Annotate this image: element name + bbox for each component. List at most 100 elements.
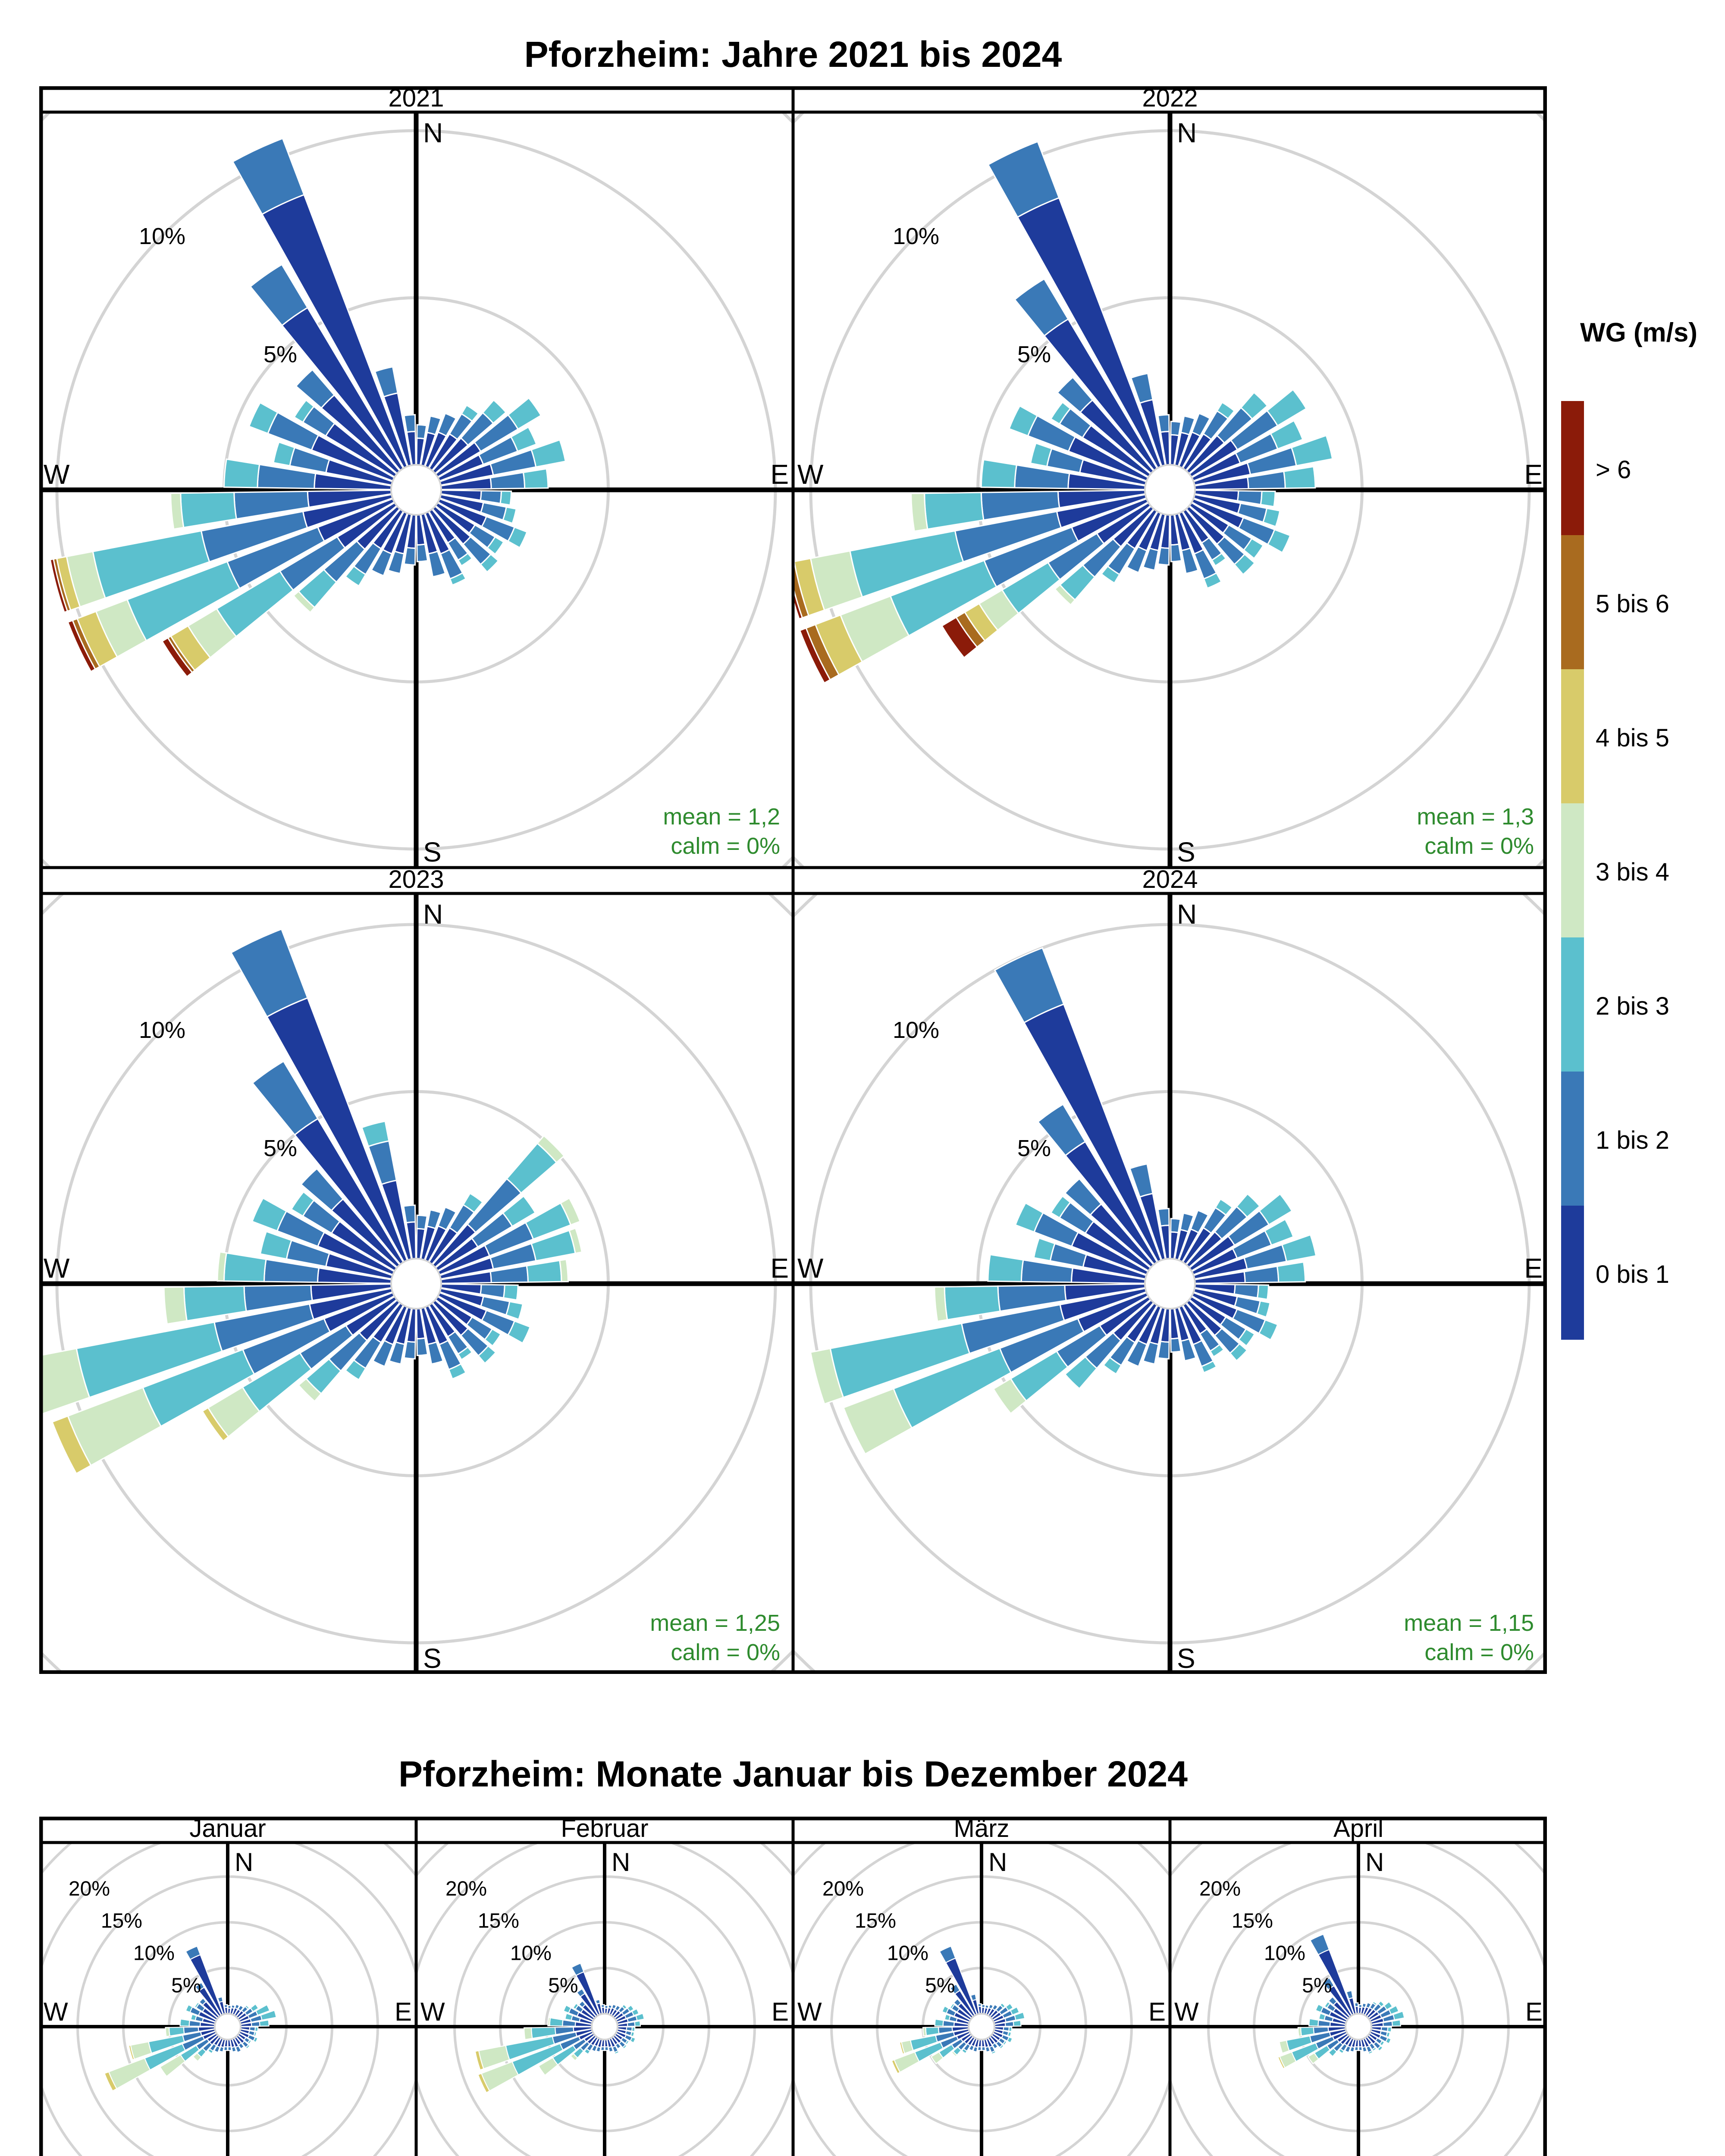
ring-label-5: 5% [548, 1974, 578, 1997]
ring-label-5: 5% [1017, 342, 1051, 367]
petal-segment [185, 1945, 201, 1960]
strip-label-April: April [1333, 1817, 1383, 1843]
petal-segment [361, 1120, 390, 1147]
petal-segment [1240, 392, 1268, 420]
petal-segment [621, 2003, 628, 2010]
petal-segment [949, 2002, 955, 2010]
petal-segment [457, 552, 473, 567]
petal-segment [427, 1341, 444, 1365]
petal-segment [416, 424, 427, 440]
petal-segment [201, 1407, 229, 1442]
petal-segment [387, 550, 405, 574]
legend-swatch-6 [1561, 401, 1584, 535]
petal-segment [622, 2044, 628, 2050]
petal-segment [994, 947, 1065, 1024]
strip-label-2023: 2023 [388, 865, 444, 893]
compass-north: N [423, 899, 443, 930]
petal-segment [194, 2001, 200, 2009]
petal-segment [1367, 2050, 1374, 2055]
legend-label-6: > 6 [1596, 455, 1631, 484]
petal-segment [1377, 2000, 1385, 2008]
petal-segment [1170, 1337, 1182, 1353]
petal-segment [248, 401, 279, 435]
petal-segment [1002, 2040, 1007, 2046]
petal-segment [300, 1168, 344, 1212]
legend-label-3bis4: 3 bis 4 [1596, 858, 1669, 886]
petal-segment [1233, 553, 1256, 576]
petal-segment [437, 1206, 457, 1231]
petal-segment [237, 2005, 244, 2012]
petal-segment [1380, 2026, 1389, 2032]
petal-segment [292, 590, 316, 614]
petal-segment [480, 553, 499, 573]
petal-segment [572, 2002, 579, 2010]
petal-segment [510, 426, 537, 452]
petal-segment [1029, 442, 1053, 467]
petal-segment [1276, 1261, 1306, 1283]
petal-segment [595, 1999, 601, 2005]
panel-border [1168, 1841, 1547, 2156]
mean-annotation: mean = 1,25 [650, 1610, 780, 1636]
petal-segment [1013, 2020, 1022, 2027]
legend-swatch-3bis4 [1561, 803, 1584, 937]
petal-segment [230, 928, 309, 1018]
petal-segment [1267, 529, 1291, 554]
windrose-2021 [39, 112, 793, 868]
petal-segment [249, 2026, 256, 2032]
petal-segment [448, 1363, 467, 1380]
petal-segment [255, 2004, 270, 2016]
petal-segment [416, 543, 429, 563]
petal-segment [626, 2026, 633, 2032]
petal-segment [1180, 415, 1196, 436]
compass-west: W [44, 1253, 70, 1284]
petal-segment [1056, 376, 1094, 414]
windrose-2022 [793, 112, 1547, 868]
compass-east: E [1524, 1253, 1543, 1284]
petal-segment [1371, 2046, 1377, 2052]
petal-segment [578, 2000, 586, 2009]
compass-south: S [1177, 1643, 1195, 1674]
petal-segment [1322, 1977, 1335, 1990]
petal-segment [1214, 1198, 1233, 1216]
petal-segment [1300, 2027, 1315, 2037]
ring-label-20: 20% [69, 1877, 110, 1900]
strip-label-2021: 2021 [388, 86, 444, 112]
ring-label-10: 10% [133, 1942, 175, 1965]
petal-segment [991, 2042, 999, 2049]
petal-segment [388, 1341, 405, 1365]
petal-segment [223, 458, 260, 489]
petal-segment [227, 2046, 232, 2051]
petal-segment [1170, 1218, 1181, 1234]
petal-segment [1142, 1341, 1159, 1365]
petal-segment [499, 490, 512, 506]
petal-segment [922, 2027, 927, 2037]
compass-west: W [797, 459, 824, 490]
ring-label-10: 10% [139, 1017, 185, 1043]
petal-segment [571, 1962, 585, 1976]
compass-west: W [420, 1997, 445, 2026]
legend-swatch-2bis3 [1561, 937, 1584, 1072]
petal-segment [1328, 2047, 1338, 2057]
legend-label-2bis3: 2 bis 3 [1596, 992, 1669, 1020]
compass-west: W [44, 459, 70, 490]
petal-segment [403, 414, 416, 433]
petal-segment [977, 2046, 982, 2051]
petal-segment [1050, 1195, 1072, 1219]
petal-segment [403, 1204, 416, 1224]
compass-north: N [988, 1848, 1007, 1877]
petal-segment [608, 2046, 614, 2053]
petal-segment [1387, 2026, 1392, 2033]
petal-segment [604, 2005, 609, 2009]
petal-segment [1361, 2046, 1368, 2053]
strip-2024 [791, 866, 1547, 895]
petal-segment [290, 1191, 315, 1217]
compass-east: E [770, 1253, 789, 1284]
petal-segment [502, 506, 517, 524]
center-hole [214, 2013, 242, 2040]
petal-segment [631, 2008, 640, 2016]
petal-segment [426, 1209, 442, 1229]
petal-segment [985, 2046, 991, 2053]
calm-annotation: calm = 0% [671, 833, 780, 859]
petal-segment [507, 526, 528, 549]
compass-east: E [395, 1997, 412, 2026]
